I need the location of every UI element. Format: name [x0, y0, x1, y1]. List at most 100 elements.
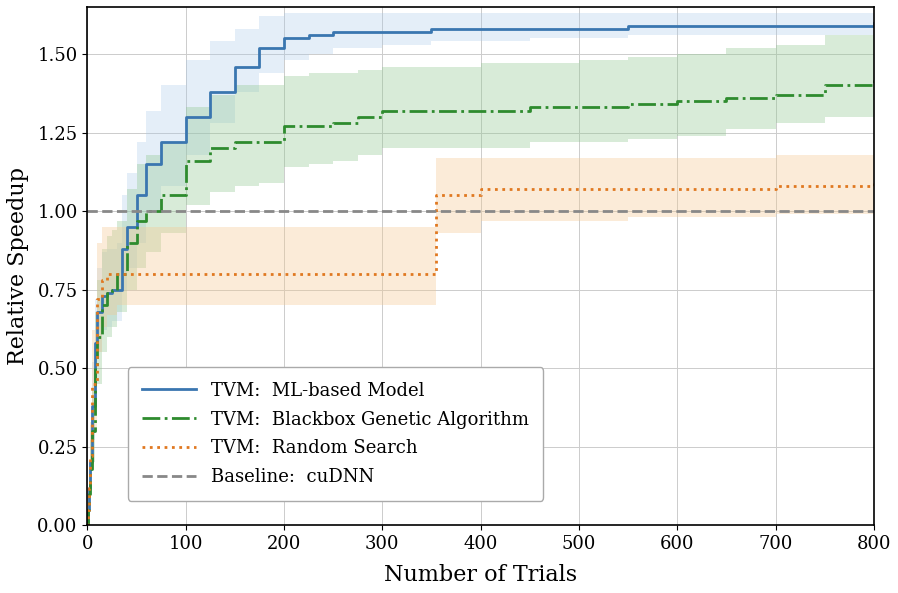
TVM:  Random Search: (355, 1.05): Random Search: (355, 1.05) [431, 192, 442, 199]
TVM:  ML-based Model: (30, 0.75): ML-based Model: (30, 0.75) [111, 286, 122, 293]
TVM:  ML-based Model: (400, 1.58): ML-based Model: (400, 1.58) [475, 25, 486, 33]
TVM:  Blackbox Genetic Algorithm: (50, 0.97): Blackbox Genetic Algorithm: (50, 0.97) [131, 217, 142, 224]
TVM:  Blackbox Genetic Algorithm: (8, 0.5): Blackbox Genetic Algorithm: (8, 0.5) [90, 365, 101, 372]
TVM:  Random Search: (10, 0.72): Random Search: (10, 0.72) [92, 295, 102, 302]
TVM:  ML-based Model: (60, 1.15): ML-based Model: (60, 1.15) [141, 161, 152, 168]
TVM:  Blackbox Genetic Algorithm: (20, 0.74): Blackbox Genetic Algorithm: (20, 0.74) [101, 289, 112, 296]
TVM:  Random Search: (650, 1.07): Random Search: (650, 1.07) [721, 186, 732, 193]
TVM:  Blackbox Genetic Algorithm: (60, 1): Blackbox Genetic Algorithm: (60, 1) [141, 208, 152, 215]
TVM:  Random Search: (30, 0.8): Random Search: (30, 0.8) [111, 270, 122, 278]
TVM:  ML-based Model: (550, 1.59): ML-based Model: (550, 1.59) [622, 22, 633, 29]
TVM:  ML-based Model: (750, 1.59): ML-based Model: (750, 1.59) [819, 22, 830, 29]
TVM:  ML-based Model: (0, 0): ML-based Model: (0, 0) [82, 522, 92, 529]
TVM:  ML-based Model: (3, 0.2): ML-based Model: (3, 0.2) [85, 459, 96, 466]
TVM:  Random Search: (200, 0.8): Random Search: (200, 0.8) [278, 270, 289, 278]
TVM:  Random Search: (20, 0.8): Random Search: (20, 0.8) [101, 270, 112, 278]
TVM:  ML-based Model: (225, 1.56): ML-based Model: (225, 1.56) [304, 31, 314, 39]
Line: TVM:  Blackbox Genetic Algorithm: TVM: Blackbox Genetic Algorithm [87, 76, 874, 525]
TVM:  ML-based Model: (700, 1.59): ML-based Model: (700, 1.59) [770, 22, 781, 29]
TVM:  Blackbox Genetic Algorithm: (550, 1.34): Blackbox Genetic Algorithm: (550, 1.34) [622, 101, 633, 108]
TVM:  ML-based Model: (600, 1.59): ML-based Model: (600, 1.59) [672, 22, 682, 29]
TVM:  ML-based Model: (200, 1.55): ML-based Model: (200, 1.55) [278, 35, 289, 42]
TVM:  Random Search: (3, 0.22): Random Search: (3, 0.22) [85, 452, 96, 460]
TVM:  ML-based Model: (8, 0.58): ML-based Model: (8, 0.58) [90, 339, 101, 346]
TVM:  Blackbox Genetic Algorithm: (650, 1.36): Blackbox Genetic Algorithm: (650, 1.36) [721, 94, 732, 101]
TVM:  ML-based Model: (125, 1.38): ML-based Model: (125, 1.38) [205, 88, 216, 95]
TVM:  Blackbox Genetic Algorithm: (100, 1.16): Blackbox Genetic Algorithm: (100, 1.16) [180, 157, 191, 164]
TVM:  Blackbox Genetic Algorithm: (40, 0.9): Blackbox Genetic Algorithm: (40, 0.9) [121, 239, 132, 246]
TVM:  ML-based Model: (325, 1.57): ML-based Model: (325, 1.57) [401, 28, 412, 36]
TVM:  Random Search: (100, 0.8): Random Search: (100, 0.8) [180, 270, 191, 278]
TVM:  Blackbox Genetic Algorithm: (225, 1.27): Blackbox Genetic Algorithm: (225, 1.27) [304, 123, 314, 130]
TVM:  ML-based Model: (75, 1.22): ML-based Model: (75, 1.22) [155, 138, 166, 145]
Legend: TVM:  ML-based Model, TVM:  Blackbox Genetic Algorithm, TVM:  Random Search, Bas: TVM: ML-based Model, TVM: Blackbox Genet… [128, 367, 543, 500]
TVM:  Blackbox Genetic Algorithm: (450, 1.33): Blackbox Genetic Algorithm: (450, 1.33) [524, 104, 535, 111]
TVM:  Blackbox Genetic Algorithm: (25, 0.75): Blackbox Genetic Algorithm: (25, 0.75) [107, 286, 118, 293]
TVM:  ML-based Model: (35, 0.88): ML-based Model: (35, 0.88) [117, 246, 128, 253]
Baseline:  cuDNN: (1, 1): cuDNN: (1, 1) [83, 208, 93, 215]
TVM:  Random Search: (300, 0.8): Random Search: (300, 0.8) [377, 270, 388, 278]
TVM:  Blackbox Genetic Algorithm: (600, 1.35): Blackbox Genetic Algorithm: (600, 1.35) [672, 98, 682, 105]
TVM:  ML-based Model: (1, 0.05): ML-based Model: (1, 0.05) [83, 506, 93, 513]
X-axis label: Number of Trials: Number of Trials [384, 564, 577, 586]
TVM:  Blackbox Genetic Algorithm: (350, 1.32): Blackbox Genetic Algorithm: (350, 1.32) [426, 107, 436, 114]
TVM:  Blackbox Genetic Algorithm: (325, 1.32): Blackbox Genetic Algorithm: (325, 1.32) [401, 107, 412, 114]
TVM:  Random Search: (15, 0.78): Random Search: (15, 0.78) [97, 277, 108, 284]
TVM:  Random Search: (350, 0.8): Random Search: (350, 0.8) [426, 270, 436, 278]
Baseline:  cuDNN: (0, 1): cuDNN: (0, 1) [82, 208, 92, 215]
TVM:  Blackbox Genetic Algorithm: (30, 0.8): Blackbox Genetic Algorithm: (30, 0.8) [111, 270, 122, 278]
TVM:  ML-based Model: (275, 1.57): ML-based Model: (275, 1.57) [352, 28, 363, 36]
TVM:  ML-based Model: (150, 1.46): ML-based Model: (150, 1.46) [230, 63, 241, 70]
TVM:  Random Search: (700, 1.08): Random Search: (700, 1.08) [770, 183, 781, 190]
TVM:  Random Search: (750, 1.08): Random Search: (750, 1.08) [819, 183, 830, 190]
TVM:  Blackbox Genetic Algorithm: (200, 1.27): Blackbox Genetic Algorithm: (200, 1.27) [278, 123, 289, 130]
TVM:  Blackbox Genetic Algorithm: (800, 1.43): Blackbox Genetic Algorithm: (800, 1.43) [868, 72, 879, 79]
Line: TVM:  Random Search: TVM: Random Search [87, 183, 874, 525]
TVM:  ML-based Model: (800, 1.6): ML-based Model: (800, 1.6) [868, 19, 879, 26]
TVM:  ML-based Model: (450, 1.58): ML-based Model: (450, 1.58) [524, 25, 535, 33]
TVM:  Blackbox Genetic Algorithm: (275, 1.3): Blackbox Genetic Algorithm: (275, 1.3) [352, 113, 363, 120]
Y-axis label: Relative Speedup: Relative Speedup [7, 167, 29, 365]
TVM:  Random Search: (75, 0.8): Random Search: (75, 0.8) [155, 270, 166, 278]
TVM:  Blackbox Genetic Algorithm: (700, 1.37): Blackbox Genetic Algorithm: (700, 1.37) [770, 91, 781, 98]
TVM:  Random Search: (50, 0.8): Random Search: (50, 0.8) [131, 270, 142, 278]
TVM:  Random Search: (550, 1.07): Random Search: (550, 1.07) [622, 186, 633, 193]
TVM:  ML-based Model: (25, 0.75): ML-based Model: (25, 0.75) [107, 286, 118, 293]
TVM:  ML-based Model: (20, 0.74): ML-based Model: (20, 0.74) [101, 289, 112, 296]
TVM:  Blackbox Genetic Algorithm: (125, 1.2): Blackbox Genetic Algorithm: (125, 1.2) [205, 145, 216, 152]
TVM:  Blackbox Genetic Algorithm: (75, 1.05): Blackbox Genetic Algorithm: (75, 1.05) [155, 192, 166, 199]
TVM:  Blackbox Genetic Algorithm: (1, 0.05): Blackbox Genetic Algorithm: (1, 0.05) [83, 506, 93, 513]
TVM:  Blackbox Genetic Algorithm: (400, 1.32): Blackbox Genetic Algorithm: (400, 1.32) [475, 107, 486, 114]
TVM:  ML-based Model: (2, 0.12): ML-based Model: (2, 0.12) [84, 484, 94, 491]
TVM:  Blackbox Genetic Algorithm: (750, 1.4): Blackbox Genetic Algorithm: (750, 1.4) [819, 82, 830, 89]
TVM:  Blackbox Genetic Algorithm: (250, 1.28): Blackbox Genetic Algorithm: (250, 1.28) [328, 120, 339, 127]
TVM:  ML-based Model: (15, 0.73): ML-based Model: (15, 0.73) [97, 292, 108, 299]
TVM:  Random Search: (0, 0): Random Search: (0, 0) [82, 522, 92, 529]
TVM:  Blackbox Genetic Algorithm: (3, 0.18): Blackbox Genetic Algorithm: (3, 0.18) [85, 465, 96, 472]
TVM:  Random Search: (400, 1.07): Random Search: (400, 1.07) [475, 186, 486, 193]
TVM:  Blackbox Genetic Algorithm: (10, 0.6): Blackbox Genetic Algorithm: (10, 0.6) [92, 333, 102, 340]
TVM:  Random Search: (150, 0.8): Random Search: (150, 0.8) [230, 270, 241, 278]
TVM:  Blackbox Genetic Algorithm: (300, 1.32): Blackbox Genetic Algorithm: (300, 1.32) [377, 107, 388, 114]
TVM:  ML-based Model: (650, 1.59): ML-based Model: (650, 1.59) [721, 22, 732, 29]
TVM:  ML-based Model: (100, 1.3): ML-based Model: (100, 1.3) [180, 113, 191, 120]
TVM:  Blackbox Genetic Algorithm: (175, 1.22): Blackbox Genetic Algorithm: (175, 1.22) [254, 138, 265, 145]
TVM:  ML-based Model: (50, 1.05): ML-based Model: (50, 1.05) [131, 192, 142, 199]
TVM:  Random Search: (250, 0.8): Random Search: (250, 0.8) [328, 270, 339, 278]
TVM:  Blackbox Genetic Algorithm: (0, 0): Blackbox Genetic Algorithm: (0, 0) [82, 522, 92, 529]
TVM:  Random Search: (500, 1.07): Random Search: (500, 1.07) [574, 186, 585, 193]
TVM:  ML-based Model: (500, 1.58): ML-based Model: (500, 1.58) [574, 25, 585, 33]
Line: TVM:  ML-based Model: TVM: ML-based Model [87, 23, 874, 525]
TVM:  Blackbox Genetic Algorithm: (2, 0.1): Blackbox Genetic Algorithm: (2, 0.1) [84, 490, 94, 498]
TVM:  Random Search: (600, 1.07): Random Search: (600, 1.07) [672, 186, 682, 193]
TVM:  ML-based Model: (5, 0.38): ML-based Model: (5, 0.38) [87, 402, 98, 409]
TVM:  Random Search: (800, 1.09): Random Search: (800, 1.09) [868, 179, 879, 186]
TVM:  Blackbox Genetic Algorithm: (150, 1.22): Blackbox Genetic Algorithm: (150, 1.22) [230, 138, 241, 145]
TVM:  Random Search: (5, 0.45): Random Search: (5, 0.45) [87, 380, 98, 387]
TVM:  ML-based Model: (40, 0.95): ML-based Model: (40, 0.95) [121, 223, 132, 230]
TVM:  ML-based Model: (175, 1.52): ML-based Model: (175, 1.52) [254, 44, 265, 52]
TVM:  Blackbox Genetic Algorithm: (500, 1.33): Blackbox Genetic Algorithm: (500, 1.33) [574, 104, 585, 111]
TVM:  Random Search: (2, 0.12): Random Search: (2, 0.12) [84, 484, 94, 491]
TVM:  Blackbox Genetic Algorithm: (5, 0.3): Blackbox Genetic Algorithm: (5, 0.3) [87, 428, 98, 435]
TVM:  Random Search: (1, 0.05): Random Search: (1, 0.05) [83, 506, 93, 513]
